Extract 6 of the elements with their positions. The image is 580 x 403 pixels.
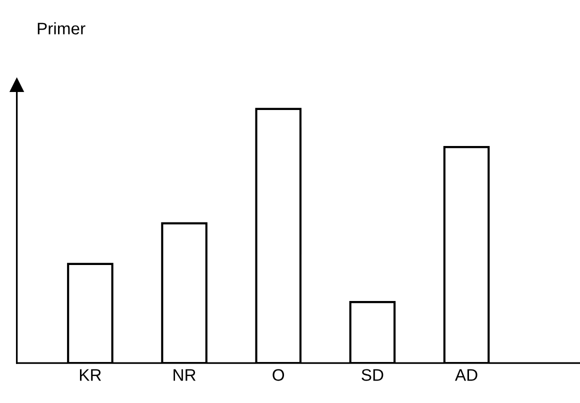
y-axis-title: Primer	[38, 22, 86, 34]
x-tick-label: KR	[80, 369, 102, 381]
x-tick-label: AD	[454, 369, 478, 381]
x-tick-label: SD	[362, 369, 384, 381]
x-tick-label: O	[272, 369, 284, 381]
x-tick-label: NR	[174, 369, 196, 381]
